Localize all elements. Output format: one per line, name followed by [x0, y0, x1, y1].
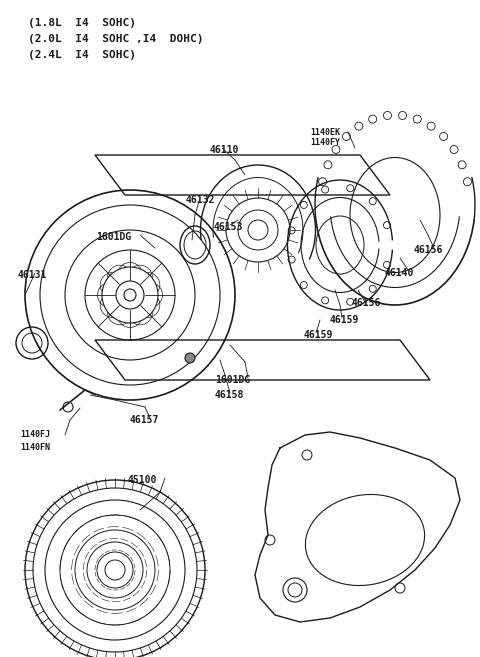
Text: 1140EK: 1140EK — [310, 128, 340, 137]
Text: 1601DG: 1601DG — [215, 375, 250, 385]
Text: (2.0L  I4  SOHC ,I4  DOHC): (2.0L I4 SOHC ,I4 DOHC) — [28, 34, 204, 44]
Text: 46153: 46153 — [214, 222, 243, 232]
Text: 46140: 46140 — [385, 268, 414, 278]
Text: 1601DG: 1601DG — [96, 232, 131, 242]
Text: 46156: 46156 — [352, 298, 382, 308]
Text: 46132: 46132 — [186, 195, 216, 205]
Text: 46159: 46159 — [330, 315, 360, 325]
Text: 46131: 46131 — [18, 270, 48, 280]
Text: 1140FY: 1140FY — [310, 138, 340, 147]
Text: 46110: 46110 — [210, 145, 240, 155]
Text: 46156: 46156 — [414, 245, 444, 255]
Text: 1140FN: 1140FN — [20, 443, 50, 452]
Text: 1140FJ: 1140FJ — [20, 430, 50, 439]
Text: 45100: 45100 — [128, 475, 157, 485]
Text: 46158: 46158 — [215, 390, 244, 400]
Circle shape — [185, 353, 195, 363]
Text: 46159: 46159 — [304, 330, 334, 340]
Text: (1.8L  I4  SOHC): (1.8L I4 SOHC) — [28, 18, 136, 28]
Text: 46157: 46157 — [130, 415, 159, 425]
Text: (2.4L  I4  SOHC): (2.4L I4 SOHC) — [28, 50, 136, 60]
